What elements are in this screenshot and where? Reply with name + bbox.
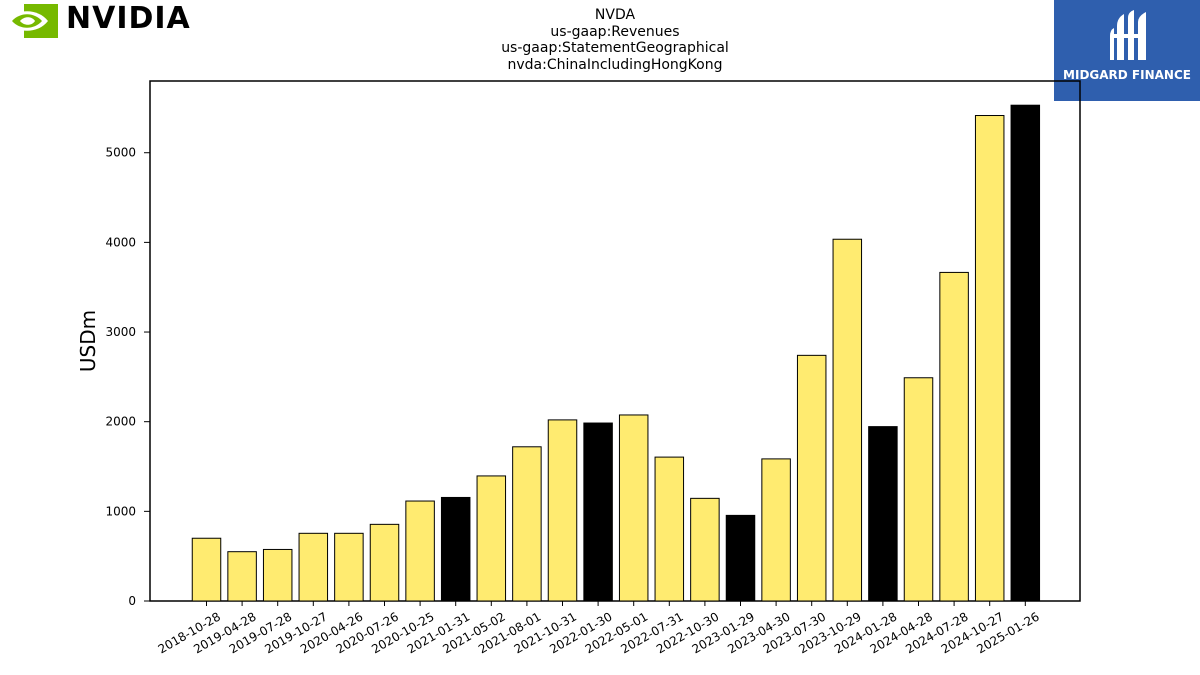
- plot-frame: [149, 80, 1081, 602]
- nvidia-logo: NVIDIA: [4, 1, 194, 40]
- bar: [583, 422, 613, 602]
- midgard-emblem-icon: [1110, 10, 1146, 60]
- bar: [369, 523, 400, 602]
- bar: [868, 426, 898, 602]
- bar: [191, 537, 222, 602]
- y-tick-label: 5000: [105, 146, 136, 160]
- bar: [939, 271, 969, 602]
- y-tick-label: 3000: [105, 325, 136, 339]
- title-line: NVDA: [594, 7, 636, 23]
- bar: [903, 377, 934, 602]
- bar: [262, 548, 293, 602]
- bar: [832, 238, 863, 602]
- title-line: nvda:ChinaIncludingHongKong: [507, 56, 723, 73]
- midgard-wordmark: MIDGARD FINANCE: [1063, 68, 1191, 82]
- nvidia-eye-icon: [6, 4, 58, 38]
- midgard-finance-logo: MIDGARD FINANCE: [1054, 0, 1200, 101]
- y-axis-label: USDm: [76, 310, 100, 372]
- nvidia-wordmark: NVIDIA: [66, 1, 191, 36]
- bar: [690, 497, 720, 602]
- y-tick-label: 2000: [105, 415, 136, 429]
- bar: [1010, 104, 1041, 602]
- bar: [227, 551, 257, 602]
- bar: [796, 354, 827, 602]
- bar: [761, 458, 791, 602]
- bar: [405, 500, 435, 602]
- bar: [725, 514, 756, 602]
- bar: [476, 475, 507, 602]
- chart-title: NVDA us-gaap:Revenues us-gaap:StatementG…: [415, 7, 815, 73]
- y-tick-label: 0: [128, 594, 136, 608]
- bar: [547, 419, 578, 602]
- bar: [334, 532, 364, 602]
- bar: [298, 532, 329, 602]
- y-tick-label: 4000: [105, 235, 136, 249]
- bar: [654, 456, 685, 602]
- title-line: us-gaap:Revenues: [550, 23, 680, 40]
- bar: [440, 496, 471, 602]
- title-line: us-gaap:StatementGeographical: [501, 40, 729, 56]
- bar: [512, 446, 542, 602]
- bar: [618, 414, 649, 602]
- bar: [974, 115, 1005, 602]
- y-tick-label: 1000: [105, 504, 136, 518]
